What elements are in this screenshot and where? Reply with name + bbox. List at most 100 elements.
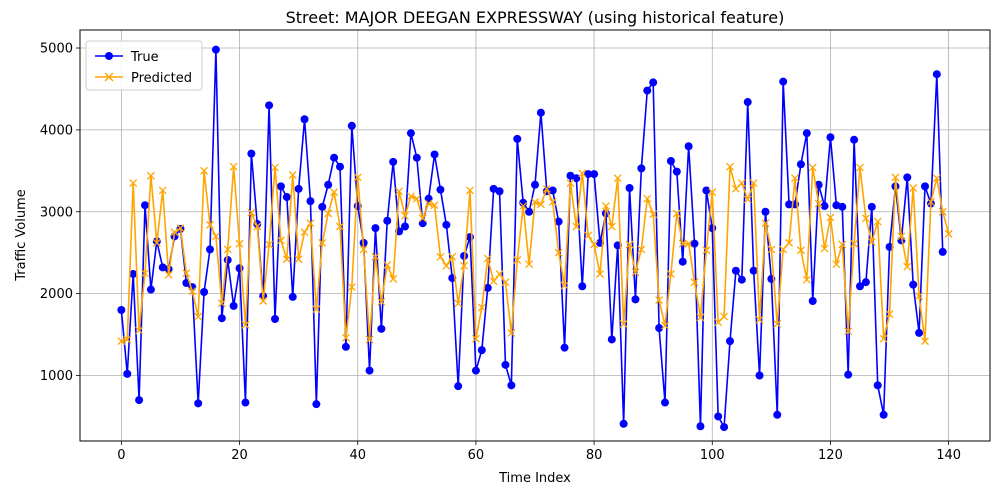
data-point-predicted: [796, 246, 805, 255]
data-point-predicted: [873, 217, 882, 226]
data-point-predicted: [182, 269, 191, 278]
data-point-true: [666, 156, 675, 165]
data-point-predicted: [637, 245, 646, 254]
data-point-predicted: [217, 299, 226, 308]
data-point-predicted: [554, 248, 563, 257]
data-point-predicted: [259, 297, 268, 305]
data-point-true: [867, 202, 876, 211]
x-tick-label: 60: [468, 448, 485, 463]
data-point-predicted: [944, 229, 953, 238]
data-point-true: [726, 337, 734, 346]
data-point-predicted: [867, 238, 876, 247]
data-point-true: [938, 247, 947, 256]
data-point-true: [749, 266, 758, 275]
data-point-true: [401, 222, 409, 231]
data-point-true: [932, 70, 941, 79]
data-point-predicted: [265, 240, 274, 249]
data-point-predicted: [702, 246, 711, 255]
chart-title: Street: MAJOR DEEGAN EXPRESSWAY (using h…: [286, 8, 785, 27]
y-tick-label: 3000: [40, 205, 73, 220]
data-point-true: [637, 164, 646, 173]
data-point-predicted: [395, 187, 404, 196]
data-point-predicted: [607, 222, 616, 231]
data-point-predicted: [477, 303, 486, 312]
data-point-true: [430, 150, 439, 159]
legend: True Predicted: [85, 40, 203, 91]
data-point-true: [631, 295, 640, 304]
data-point-true: [271, 315, 279, 324]
data-point-predicted: [448, 252, 457, 261]
data-point-predicted: [808, 163, 817, 172]
data-point-true: [909, 280, 918, 289]
data-point-predicted: [696, 313, 705, 322]
data-point-predicted: [141, 269, 149, 278]
data-point-true: [471, 366, 480, 375]
data-point-true: [206, 245, 214, 254]
data-point-true: [873, 381, 882, 390]
data-point-true: [826, 133, 835, 142]
data-point-true: [288, 292, 297, 301]
data-point-predicted: [921, 337, 929, 346]
data-point-predicted: [590, 240, 599, 249]
data-point-true: [796, 160, 805, 169]
x-tick-label: 20: [231, 448, 248, 463]
data-point-true: [584, 170, 593, 179]
data-point-true: [300, 115, 309, 124]
data-point-true: [761, 207, 770, 216]
data-point-true: [324, 180, 333, 189]
data-point-predicted: [613, 174, 622, 183]
data-point-true: [200, 287, 209, 296]
data-point-true: [773, 410, 782, 419]
data-point-predicted: [371, 252, 380, 261]
data-point-predicted: [785, 238, 794, 247]
data-point-true: [915, 328, 924, 337]
data-point-true: [223, 256, 232, 265]
data-point-true: [678, 257, 687, 266]
data-point-predicted: [247, 208, 256, 217]
y-tick-label: 1000: [40, 369, 73, 384]
data-point-predicted: [146, 171, 155, 180]
data-point-predicted: [436, 252, 445, 261]
data-point-true: [241, 398, 250, 407]
data-point-true: [306, 197, 315, 206]
data-point-predicted: [406, 192, 415, 201]
data-point-predicted: [531, 197, 539, 206]
data-point-true: [779, 77, 788, 86]
data-point-predicted: [359, 245, 368, 254]
data-point-predicted: [690, 278, 699, 287]
data-point-true: [838, 202, 847, 211]
data-point-true: [294, 184, 303, 193]
data-point-true: [513, 134, 522, 143]
data-point-predicted: [466, 186, 474, 195]
data-point-predicted: [850, 239, 859, 248]
data-point-true: [903, 173, 912, 182]
data-point-true: [265, 101, 274, 110]
y-tick-label: 2000: [40, 287, 73, 302]
data-point-predicted: [708, 188, 717, 197]
data-point-predicted: [460, 261, 469, 270]
data-point-predicted: [844, 327, 853, 336]
data-point-true: [330, 153, 339, 162]
data-point-true: [501, 360, 510, 369]
data-point-true: [649, 78, 658, 87]
data-point-predicted: [507, 328, 516, 337]
data-point-predicted: [572, 222, 581, 231]
data-point-predicted: [318, 238, 327, 247]
data-point-true: [341, 342, 350, 351]
data-point-true: [282, 193, 291, 202]
data-point-true: [737, 275, 746, 284]
data-point-predicted: [684, 239, 693, 248]
data-point-predicted: [365, 335, 374, 344]
data-point-true: [442, 220, 451, 229]
data-point-true: [318, 202, 327, 211]
x-tick-label: 0: [117, 448, 125, 463]
data-point-predicted: [271, 163, 279, 172]
data-point-predicted: [383, 261, 392, 269]
data-point-true: [389, 157, 398, 166]
series-predicted: [117, 162, 953, 346]
data-point-predicted: [861, 214, 870, 223]
data-point-true: [536, 108, 545, 117]
data-point-true: [229, 301, 238, 310]
data-point-true: [548, 186, 557, 195]
